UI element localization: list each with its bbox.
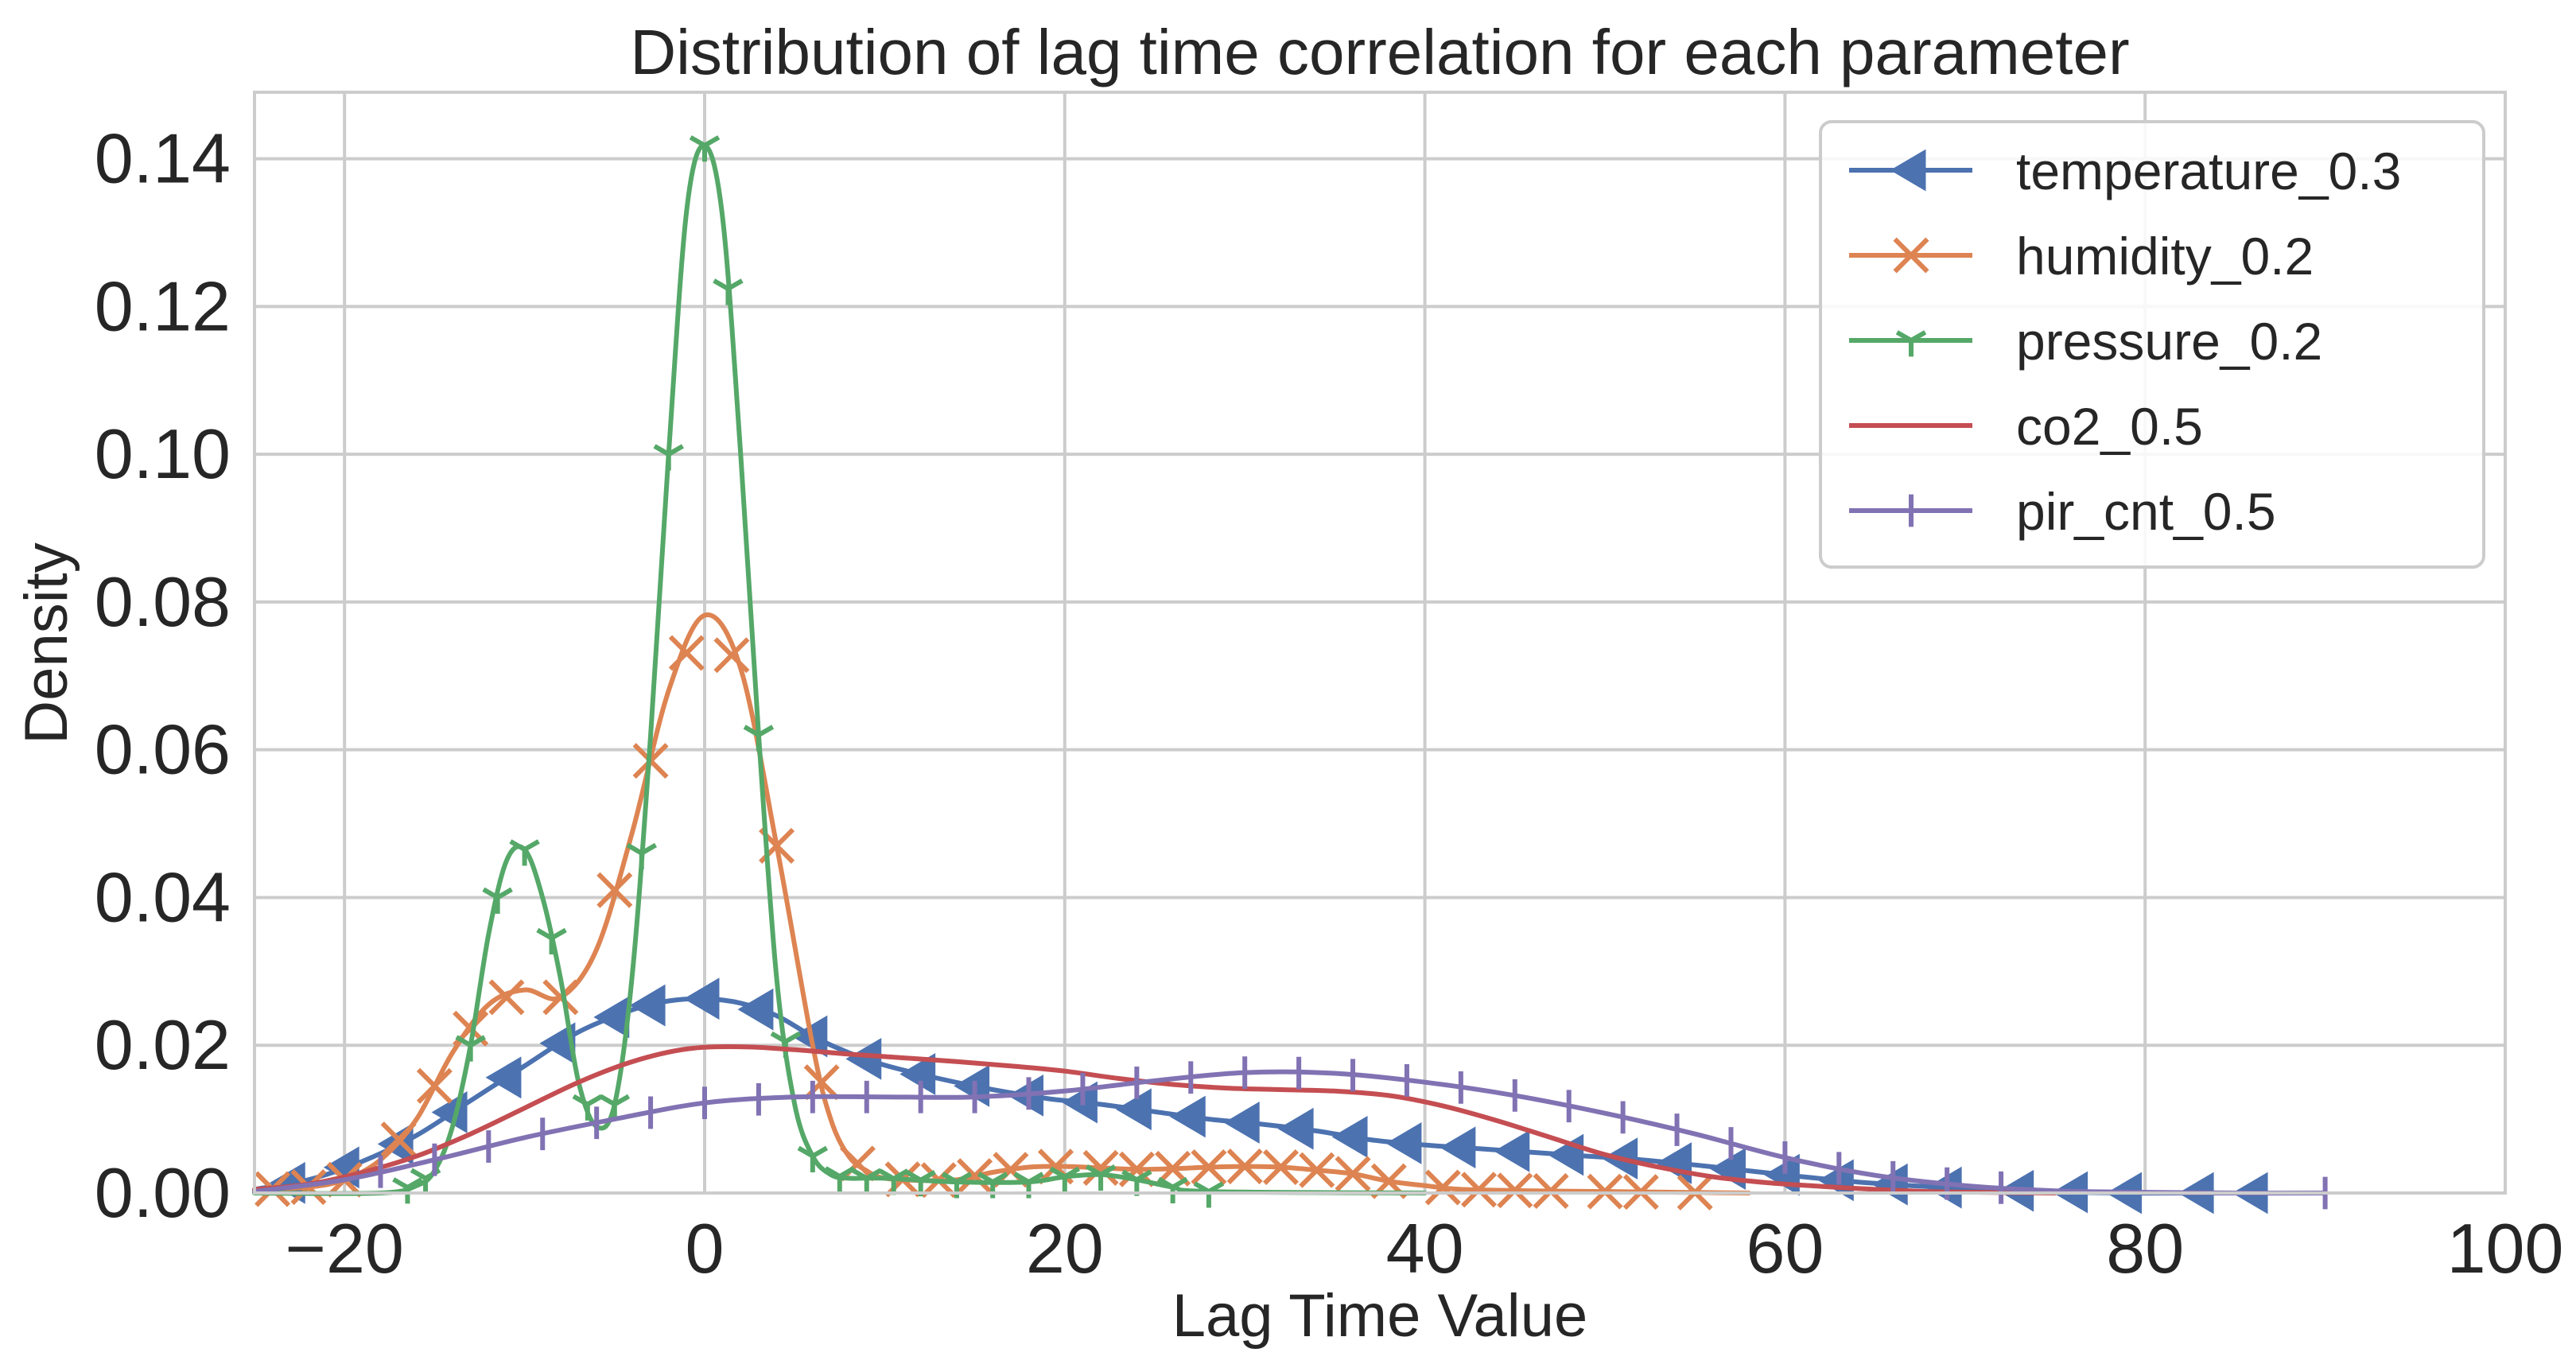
series-marker <box>1331 1116 1368 1158</box>
x-tick-label: −20 <box>286 1209 404 1288</box>
series-marker <box>380 1121 417 1158</box>
y-tick-label: 0.12 <box>95 266 231 345</box>
series-marker <box>1277 1107 1314 1150</box>
series-marker <box>482 887 513 914</box>
legend-label: pressure_0.2 <box>2016 312 2322 371</box>
series-layer <box>252 135 2328 1214</box>
series-marker <box>1299 1152 1335 1188</box>
series-marker <box>1262 1148 1300 1186</box>
series-marker <box>1082 1149 1119 1186</box>
series-line <box>252 1069 2328 1196</box>
legend-label: temperature_0.3 <box>2016 142 2401 200</box>
x-axis-label: Lag Time Value <box>1172 1282 1587 1350</box>
legend-label: pir_cnt_0.5 <box>2016 482 2276 541</box>
series-marker <box>416 1067 453 1104</box>
y-tick-label: 0.08 <box>95 562 231 641</box>
series-marker <box>1062 1081 1098 1124</box>
series-marker <box>653 444 684 471</box>
legend-entry: pressure_0.2 <box>1849 312 2322 371</box>
y-tick-label: 0.04 <box>95 857 231 936</box>
series-marker <box>1223 1102 1260 1144</box>
series-marker <box>824 1166 856 1193</box>
series-marker <box>1533 1172 1569 1209</box>
series-marker <box>1049 1166 1081 1193</box>
series-marker <box>455 1035 486 1062</box>
series-marker <box>1925 1166 1962 1209</box>
series-marker <box>977 1172 1008 1199</box>
series-pressure_0.2 <box>252 135 1428 1208</box>
series-marker <box>1169 1095 1206 1138</box>
series-pir_cnt_0.5 <box>252 1056 2328 1210</box>
y-tick-label: 0.14 <box>95 119 231 198</box>
legend-entry: temperature_0.3 <box>1849 142 2401 200</box>
series-marker <box>713 637 750 674</box>
series-marker <box>596 872 633 908</box>
series-marker <box>845 1038 882 1080</box>
series-marker <box>1191 1148 1227 1186</box>
series-marker <box>509 839 540 866</box>
plot-frame <box>253 91 2507 1195</box>
series-marker <box>689 135 721 162</box>
series-marker <box>1494 1129 1530 1172</box>
series-marker <box>392 1177 423 1204</box>
x-tick-label: 0 <box>686 1209 725 1288</box>
series-marker <box>629 984 666 1027</box>
series-marker <box>1440 1126 1476 1169</box>
x-tick-label: 20 <box>1026 1209 1104 1288</box>
series-marker <box>797 1145 829 1172</box>
x-tick-label: 60 <box>1746 1209 1824 1288</box>
y-tick-label: 0.00 <box>95 1153 231 1232</box>
legend-entry: co2_0.5 <box>1849 397 2203 456</box>
legend: temperature_0.3 humidity_0.2 pressure_0.2c… <box>1819 120 2485 569</box>
legend-label: co2_0.5 <box>2016 397 2203 456</box>
series-marker <box>1895 330 1927 357</box>
tick-layer: −20 0 20 40 60 80 100 0.00 0.02 0.04 0.06 0.08 0.10 0… <box>95 119 2564 1288</box>
series-marker <box>542 979 579 1016</box>
x-tick-label: 100 <box>2447 1209 2564 1288</box>
series-marker <box>941 1172 973 1199</box>
legend-label: humidity_0.2 <box>2016 227 2314 286</box>
series-marker <box>626 842 658 870</box>
y-tick-label: 0.06 <box>95 710 231 789</box>
series-marker <box>488 979 525 1016</box>
series-marker <box>668 635 705 671</box>
legend-entries: temperature_0.3 humidity_0.2 pressure_0.2c… <box>1849 142 2401 541</box>
y-tick-label: 0.02 <box>95 1005 231 1084</box>
series-marker <box>485 1056 522 1099</box>
series-marker <box>899 1053 936 1095</box>
series-marker <box>743 725 775 752</box>
series-marker <box>1335 1156 1371 1192</box>
series-marker <box>1226 1148 1263 1185</box>
legend-entry: humidity_0.2 <box>1849 227 2314 286</box>
series-marker <box>1085 1164 1117 1191</box>
series-marker <box>1460 1172 1498 1208</box>
y-tick-label: 0.10 <box>95 414 231 493</box>
chart-title: Distribution of lag time correlation for… <box>630 17 2129 87</box>
series-marker <box>1893 237 1929 274</box>
legend-frame <box>1819 120 2485 569</box>
series-marker <box>1385 1122 1422 1164</box>
x-tick-label: 80 <box>2106 1209 2184 1288</box>
series-marker <box>1157 1176 1188 1203</box>
series-marker <box>1424 1169 1461 1206</box>
series-marker <box>683 977 720 1020</box>
series-marker <box>1890 149 1926 192</box>
x-tick-label: 40 <box>1386 1209 1464 1288</box>
series-marker <box>539 1022 576 1065</box>
series-marker <box>713 278 744 305</box>
series-marker <box>1115 1088 1152 1131</box>
series-marker <box>1497 1172 1533 1209</box>
series-marker <box>1013 1172 1044 1199</box>
series-marker <box>593 996 630 1039</box>
y-axis-label: Density <box>13 542 80 744</box>
series-marker <box>737 988 774 1031</box>
series-marker <box>572 1094 604 1121</box>
series-marker <box>957 1158 993 1195</box>
legend-entry: pir_cnt_0.5 <box>1849 482 2276 541</box>
series-marker <box>536 927 567 954</box>
series-marker <box>1871 1163 1908 1206</box>
